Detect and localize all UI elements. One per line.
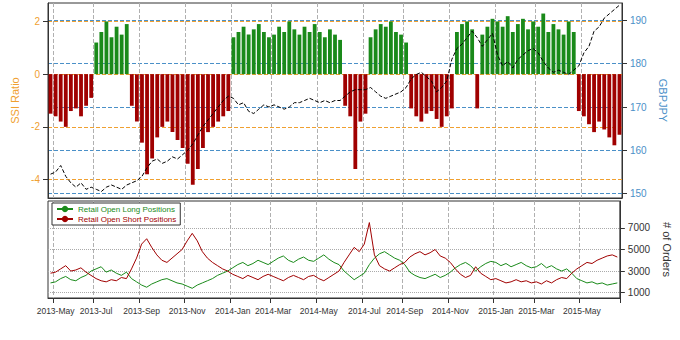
svg-text:1000: 1000: [628, 287, 651, 298]
svg-text:170: 170: [630, 102, 647, 113]
svg-text:5000: 5000: [628, 244, 651, 255]
svg-text:2015-Jan: 2015-Jan: [478, 306, 514, 316]
svg-text:2013-May: 2013-May: [37, 306, 76, 316]
svg-text:2014-Sep: 2014-Sep: [386, 306, 423, 316]
svg-text:2014-Mar: 2014-Mar: [255, 306, 292, 316]
svg-text:# of Orders: # of Orders: [661, 222, 673, 278]
svg-text:SSI Ratio: SSI Ratio: [9, 77, 21, 123]
svg-text:2015-May: 2015-May: [563, 306, 602, 316]
svg-text:180: 180: [630, 58, 647, 69]
svg-text:0: 0: [34, 69, 40, 80]
svg-text:2013-Sep: 2013-Sep: [123, 306, 160, 316]
svg-text:2014-May: 2014-May: [300, 306, 339, 316]
svg-text:2013-Nov: 2013-Nov: [169, 306, 207, 316]
svg-text:2014-Jan: 2014-Jan: [215, 306, 251, 316]
svg-text:Retail Open Short Positions: Retail Open Short Positions: [78, 215, 176, 224]
svg-text:2: 2: [34, 16, 40, 27]
svg-text:-2: -2: [31, 121, 40, 132]
svg-text:3000: 3000: [628, 266, 651, 277]
svg-text:2014-Jul: 2014-Jul: [348, 306, 381, 316]
svg-text:160: 160: [630, 145, 647, 156]
svg-text:GBPJPY: GBPJPY: [657, 79, 669, 123]
svg-text:-4: -4: [31, 174, 40, 185]
svg-text:2014-Nov: 2014-Nov: [432, 306, 470, 316]
svg-text:190: 190: [630, 15, 647, 26]
svg-text:2013-Jul: 2013-Jul: [80, 306, 113, 316]
svg-text:2015-Mar: 2015-Mar: [518, 306, 555, 316]
svg-text:150: 150: [630, 188, 647, 199]
svg-text:7000: 7000: [628, 222, 651, 233]
svg-text:Retail Open Long Positions: Retail Open Long Positions: [78, 205, 175, 214]
